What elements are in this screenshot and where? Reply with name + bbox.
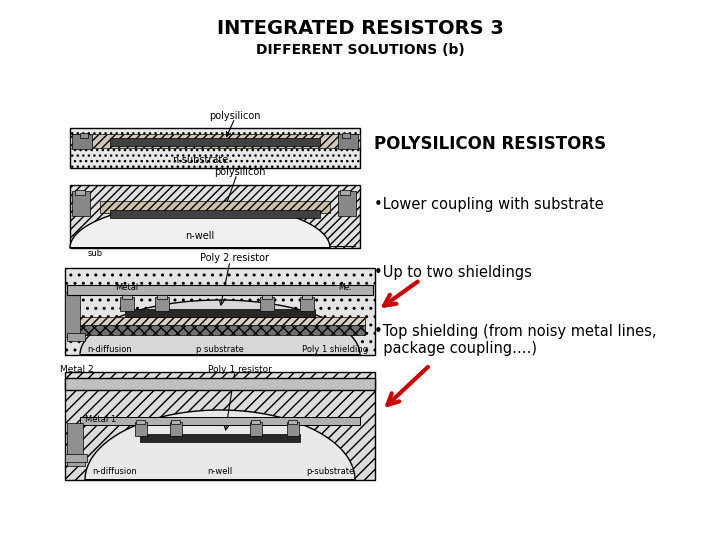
Bar (67, 423, 83, 458)
Text: n-diffusion: n-diffusion (93, 468, 138, 476)
Bar (70, 128, 360, 168)
Text: Poly 2 resistor: Poly 2 resistor (200, 253, 269, 263)
Bar (67, 333, 85, 341)
Bar (122, 295, 132, 299)
Text: polysilicon: polysilicon (215, 167, 266, 177)
Bar (262, 295, 272, 299)
Bar (70, 185, 360, 248)
Text: n-substrate: n-substrate (172, 155, 228, 165)
Bar (65, 454, 87, 462)
Text: •Top shielding (from noisy metal lines,
  package coupling….): •Top shielding (from noisy metal lines, … (374, 324, 657, 356)
Text: Metal 1: Metal 1 (85, 415, 116, 424)
Bar (260, 297, 274, 311)
Polygon shape (70, 203, 330, 248)
Text: polysilicon: polysilicon (210, 111, 261, 121)
Bar (140, 434, 300, 442)
Text: n-diffusion: n-diffusion (88, 345, 132, 354)
Bar (288, 420, 297, 424)
Bar (80, 133, 88, 138)
Text: Poly 1 resistor: Poly 1 resistor (208, 364, 272, 374)
Bar (171, 420, 180, 424)
Text: Metal: Metal (115, 282, 138, 292)
Text: Poly 1 shielding: Poly 1 shielding (302, 345, 368, 354)
Bar (72, 191, 90, 216)
Bar (300, 297, 314, 311)
Text: Metal 2: Metal 2 (60, 364, 94, 374)
Text: Me.: Me. (338, 282, 352, 292)
Bar (65, 268, 375, 355)
Bar (67, 456, 85, 466)
Bar (100, 201, 330, 213)
Text: p substrate: p substrate (196, 345, 244, 354)
Bar (72, 134, 92, 149)
Bar (67, 285, 373, 295)
Bar (342, 133, 350, 138)
Bar (157, 295, 167, 299)
Bar (80, 417, 360, 425)
Bar (120, 297, 134, 311)
Text: INTEGRATED RESISTORS 3: INTEGRATED RESISTORS 3 (217, 19, 503, 38)
Bar (287, 422, 299, 436)
Bar (136, 420, 145, 424)
Bar (65, 378, 375, 390)
Bar (110, 138, 320, 146)
Bar (75, 190, 85, 195)
Bar (250, 422, 262, 436)
Text: POLYSILICON RESISTORS: POLYSILICON RESISTORS (374, 135, 606, 153)
Text: DIFFERENT SOLUTIONS (b): DIFFERENT SOLUTIONS (b) (256, 43, 464, 57)
Bar (338, 191, 356, 216)
Text: n-well: n-well (207, 468, 233, 476)
Bar (302, 295, 312, 299)
Text: p-substrate: p-substrate (306, 468, 354, 476)
Polygon shape (80, 300, 360, 355)
Text: n-well: n-well (185, 231, 215, 241)
Bar (75, 325, 365, 335)
Bar (70, 134, 360, 148)
Bar (65, 372, 375, 480)
Bar (75, 317, 365, 325)
Text: •Up to two shieldings: •Up to two shieldings (374, 265, 532, 280)
Bar (251, 420, 260, 424)
Bar (135, 422, 147, 436)
Bar (110, 210, 320, 218)
Bar (170, 422, 182, 436)
Bar (340, 190, 350, 195)
Polygon shape (85, 410, 355, 480)
Bar (155, 297, 169, 311)
Bar (65, 292, 80, 337)
Text: •Lower coupling with substrate: •Lower coupling with substrate (374, 197, 604, 212)
Bar (338, 134, 358, 149)
Bar (125, 309, 315, 317)
Text: sub: sub (88, 248, 103, 258)
